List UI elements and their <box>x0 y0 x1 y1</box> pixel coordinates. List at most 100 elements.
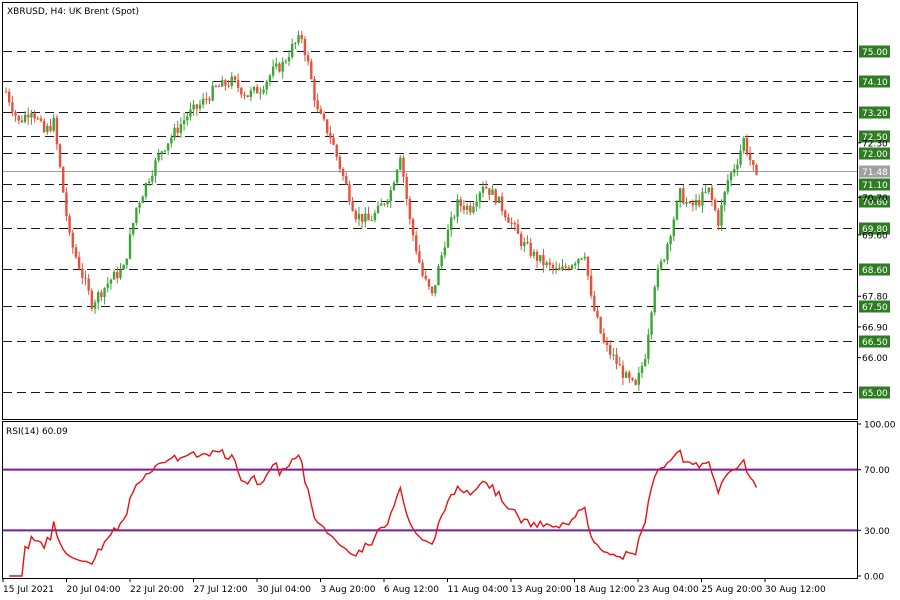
level-label-box <box>859 263 890 276</box>
candle-body <box>23 114 27 123</box>
candle-body <box>195 104 198 109</box>
chart-title: XBRUSD, H4: UK Brent (Spot) <box>7 7 139 17</box>
candle-body <box>685 202 688 204</box>
candle-body <box>453 216 456 218</box>
candle-body <box>90 290 94 309</box>
rsi-line <box>9 448 758 577</box>
candle-body <box>42 120 46 133</box>
price-tick-label: 70.70 <box>862 194 888 204</box>
candle-body <box>221 80 224 87</box>
candle-body <box>574 263 577 266</box>
candle-body <box>291 43 294 58</box>
candle-body <box>580 258 583 260</box>
candle-body <box>341 168 345 177</box>
rsi-tick-label: 70.00 <box>864 466 890 476</box>
candle-body <box>182 120 186 125</box>
candle-body <box>510 222 513 224</box>
candle-body <box>589 275 593 296</box>
candle-body <box>112 271 116 280</box>
time-label: 13 Aug 20:00 <box>511 585 572 595</box>
price-axis: 72.30 70.70 69.60 67.80 66.90 66.00 <box>857 139 888 364</box>
candle-body <box>548 262 551 265</box>
candle-body <box>669 236 672 245</box>
candle-body <box>351 201 354 211</box>
candle-body <box>71 232 74 248</box>
level-label: 75.00 <box>862 48 888 58</box>
level-label-box <box>859 106 890 119</box>
candle-body <box>539 255 542 261</box>
level-label-box <box>859 222 890 235</box>
candle-body <box>74 247 78 258</box>
candle-body <box>176 127 179 133</box>
candle-body <box>214 85 218 87</box>
candle-body <box>240 87 243 95</box>
candle-body <box>294 42 297 44</box>
candle-body <box>106 283 109 288</box>
candle-body <box>49 125 52 131</box>
candle-body <box>516 224 520 234</box>
candle-body <box>325 119 329 134</box>
candle-body <box>545 262 548 266</box>
rsi-indicator: 100.00 70.00 30.00 0.00 <box>3 421 896 583</box>
level-label-box <box>859 130 890 143</box>
time-label: 15 Jul 2021 <box>3 585 54 595</box>
candle-body <box>211 85 214 101</box>
candle-body <box>376 205 380 213</box>
candle-body <box>507 217 510 223</box>
time-label: 23 Aug 04:00 <box>638 585 699 595</box>
candle-body <box>373 212 377 221</box>
candle-body <box>504 210 507 218</box>
candle-body <box>17 115 20 121</box>
candle-body <box>745 137 749 154</box>
candle-body <box>469 205 472 213</box>
candle-body <box>640 365 644 373</box>
candle-body <box>364 213 367 222</box>
candle-body <box>736 164 739 170</box>
candle-body <box>430 286 434 294</box>
candle-body <box>478 192 482 202</box>
level-label-box <box>859 147 890 160</box>
candle-body <box>335 144 338 157</box>
price-tick-label: 69.60 <box>862 231 888 241</box>
level-label: 69.80 <box>862 225 888 235</box>
candle-body <box>615 354 618 364</box>
time-label: 6 Aug 12:00 <box>384 585 439 595</box>
candle-body <box>415 235 418 252</box>
candle-body <box>154 160 157 176</box>
candle-body <box>621 365 625 378</box>
candle-body <box>68 216 71 233</box>
candle-body <box>586 256 590 276</box>
candle-body <box>109 279 113 284</box>
candle-body <box>659 261 663 269</box>
candle-body <box>46 125 49 133</box>
candle-body <box>561 266 564 271</box>
candle-body <box>554 267 558 269</box>
level-label-box <box>859 300 890 313</box>
candle-body <box>313 78 316 101</box>
time-label: 22 Jul 20:00 <box>130 585 184 595</box>
current-price-label: 71.48 <box>862 168 888 178</box>
candle-body <box>392 182 396 191</box>
level-label-box <box>859 335 890 348</box>
candle-body <box>628 372 631 379</box>
candle-body <box>297 34 300 43</box>
candle-body <box>33 113 36 119</box>
time-label: 18 Aug 12:00 <box>575 585 636 595</box>
candle-body <box>577 258 580 264</box>
candle-body <box>138 203 141 208</box>
candle-body <box>459 199 462 207</box>
candle-body <box>141 196 144 204</box>
candle-body <box>666 244 669 260</box>
candle-body <box>609 345 612 355</box>
candle-body <box>332 137 335 145</box>
candle-body <box>300 34 303 40</box>
candle-body <box>500 196 504 211</box>
candle-body <box>631 378 634 380</box>
candle-body <box>205 98 208 100</box>
candle-body <box>97 292 100 303</box>
candle-body <box>637 372 641 385</box>
candle-body <box>93 302 97 309</box>
candle-body <box>682 188 685 204</box>
candle-body <box>472 206 475 213</box>
price-tick-label: 66.00 <box>862 354 888 364</box>
